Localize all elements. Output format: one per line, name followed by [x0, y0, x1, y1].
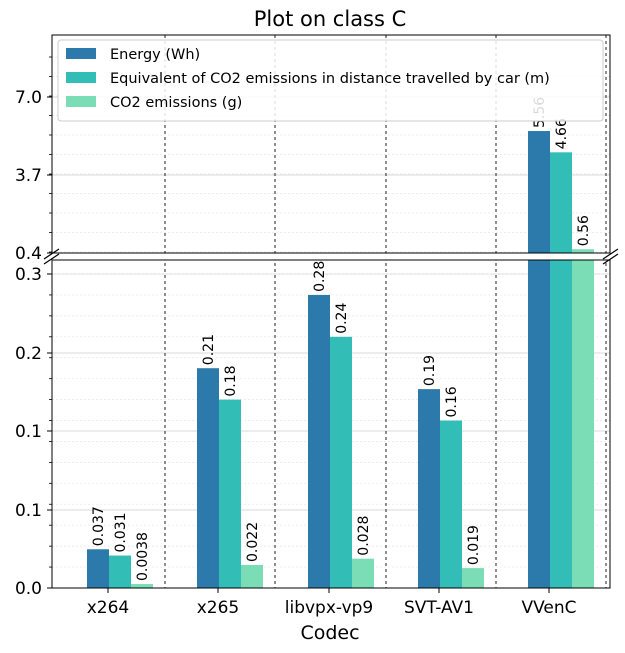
bar-value-label: 0.56	[576, 215, 592, 246]
bar-lower-segment	[528, 260, 550, 588]
y-tick-label: 0.0	[15, 579, 42, 599]
legend-box	[57, 39, 604, 122]
bar	[352, 558, 374, 588]
bar	[308, 294, 330, 588]
bar	[131, 584, 153, 588]
bar-value-label: 0.022	[245, 522, 261, 562]
bar	[219, 399, 241, 588]
y-tick-label: 0.4	[15, 244, 42, 264]
break-gap	[52, 253, 610, 260]
bar-labels: 0.0370.210.280.195.560.0310.180.240.164.…	[91, 97, 592, 581]
x-tick-label: SVT-AV1	[404, 598, 474, 618]
y-tick-label: 0.2	[15, 344, 42, 364]
bar-value-label: 0.028	[356, 516, 372, 556]
bar	[241, 564, 263, 588]
legend: Energy (Wh) Equivalent of CO2 emissions i…	[57, 39, 604, 122]
y-tick-label: 0.3	[15, 265, 42, 285]
bar-value-label: 0.0038	[135, 532, 151, 581]
y-tick-label: 0.1	[15, 501, 42, 521]
y-tick-label: 7.0	[15, 88, 42, 108]
legend-label: Energy (Wh)	[110, 47, 200, 63]
bar	[528, 131, 550, 253]
upper-frame	[51, 34, 611, 254]
legend-swatch	[66, 96, 96, 107]
bar-value-label: 0.18	[223, 365, 239, 396]
bar-lower-segment	[572, 260, 594, 588]
bar	[87, 549, 109, 588]
bar	[572, 249, 594, 253]
bar-lower-segment	[550, 260, 572, 588]
axes	[43, 34, 619, 589]
bar-value-label: 0.19	[422, 355, 438, 386]
lower-frame	[51, 259, 611, 589]
bar-value-label: 0.28	[312, 261, 328, 292]
bar	[418, 389, 440, 588]
x-axis-label: Codec	[300, 622, 359, 644]
axis-break-mark	[602, 248, 619, 265]
bar-value-label: 0.037	[91, 506, 107, 546]
bar	[109, 555, 131, 588]
legend-swatch	[66, 72, 96, 83]
bar	[550, 152, 572, 253]
x-tick-label: x264	[87, 598, 130, 618]
x-tick-label: VVenC	[521, 598, 576, 618]
chart-title: Plot on class C	[254, 7, 407, 31]
legend-label: CO2 emissions (g)	[110, 95, 242, 111]
bar-value-label: 0.21	[201, 334, 217, 365]
bar	[197, 368, 219, 588]
bar-value-label: 0.16	[444, 386, 460, 417]
bar	[440, 420, 462, 588]
bars	[87, 131, 594, 588]
x-tick-label: x265	[197, 598, 240, 618]
x-tick-label: libvpx-vp9	[285, 598, 374, 618]
legend-swatch	[66, 48, 96, 59]
bar-value-label: 0.019	[466, 525, 482, 565]
lower-grid	[52, 273, 610, 568]
bar	[462, 568, 484, 588]
bar-value-label: 0.24	[334, 303, 350, 334]
y-tick-label: 0.1	[15, 422, 42, 442]
axis-break-mark	[43, 248, 60, 265]
y-tick-label: 3.7	[15, 166, 42, 186]
category-separators	[164, 35, 607, 588]
bar	[330, 336, 352, 588]
bar-value-label: 4.66	[554, 118, 570, 149]
ticks: 0.4 3.7 7.0 0.0 0.1 0.1 0.2 0.3 x264 x265 libvpx-v…	[15, 56, 577, 618]
bar-value-label: 0.031	[113, 512, 129, 552]
legend-label: Equivalent of CO2 emissions in distance …	[110, 71, 550, 87]
